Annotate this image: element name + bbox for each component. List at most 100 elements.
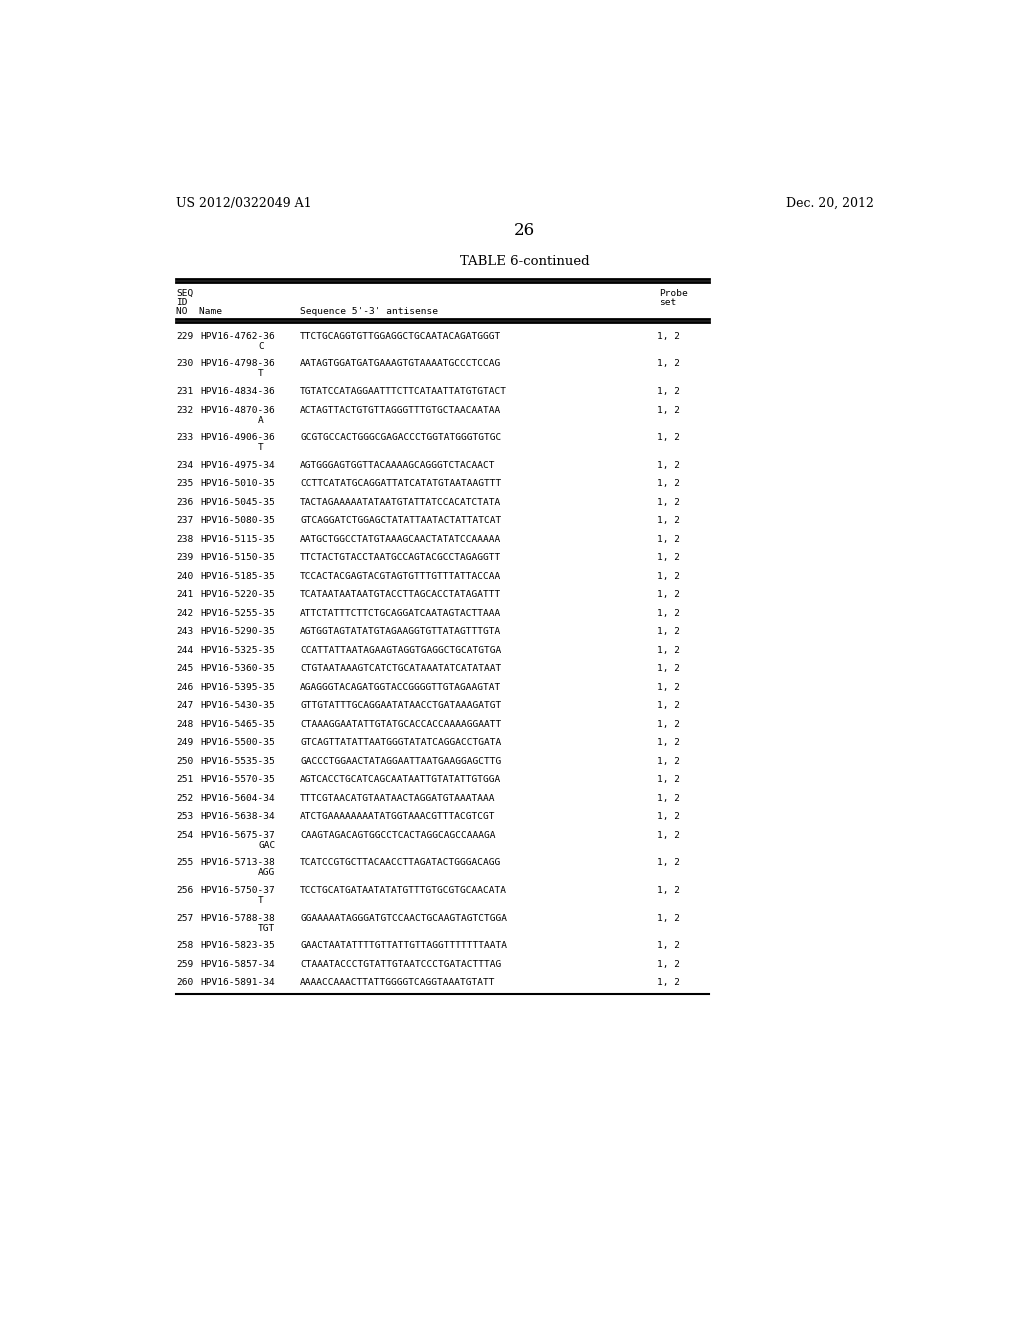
Text: HPV16-5604-34: HPV16-5604-34 <box>200 793 274 803</box>
Text: 1, 2: 1, 2 <box>656 858 680 867</box>
Text: TGT: TGT <box>258 924 275 933</box>
Text: HPV16-5360-35: HPV16-5360-35 <box>200 664 274 673</box>
Text: 1, 2: 1, 2 <box>656 461 680 470</box>
Text: 1, 2: 1, 2 <box>656 682 680 692</box>
Text: A: A <box>258 416 264 425</box>
Text: GTTGTATTTGCAGGAATATAACCTGATAAAGATGT: GTTGTATTTGCAGGAATATAACCTGATAAAGATGT <box>300 701 502 710</box>
Text: AGTCACCTGCATCAGCAATAATTGTATATTGTGGA: AGTCACCTGCATCAGCAATAATTGTATATTGTGGA <box>300 775 502 784</box>
Text: 1, 2: 1, 2 <box>656 719 680 729</box>
Text: CTAAATACCCTGTATTGTAATCCCTGATACTTTAG: CTAAATACCCTGTATTGTAATCCCTGATACTTTAG <box>300 960 502 969</box>
Text: 1, 2: 1, 2 <box>656 609 680 618</box>
Text: GCGTGCCACTGGGCGAGACCCTGGTATGGGTGTGC: GCGTGCCACTGGGCGAGACCCTGGTATGGGTGTGC <box>300 433 502 442</box>
Text: ID: ID <box>176 298 187 306</box>
Text: 1, 2: 1, 2 <box>656 498 680 507</box>
Text: SEQ: SEQ <box>176 289 194 297</box>
Text: ACTAGTTACTGTGTTAGGGTTTGTGCTAACAATAA: ACTAGTTACTGTGTTAGGGTTTGTGCTAACAATAA <box>300 405 502 414</box>
Text: HPV16-5010-35: HPV16-5010-35 <box>200 479 274 488</box>
Text: 236: 236 <box>176 498 194 507</box>
Text: 241: 241 <box>176 590 194 599</box>
Text: GTCAGGATCTGGAGCTATATTAATACTATTATCAT: GTCAGGATCTGGAGCTATATTAATACTATTATCAT <box>300 516 502 525</box>
Text: ATCTGAAAAAAAATATGGTAAACGTTTACGTCGT: ATCTGAAAAAAAATATGGTAAACGTTTACGTCGT <box>300 812 496 821</box>
Text: HPV16-5570-35: HPV16-5570-35 <box>200 775 274 784</box>
Text: Dec. 20, 2012: Dec. 20, 2012 <box>785 197 873 210</box>
Text: HPV16-4798-36: HPV16-4798-36 <box>200 359 274 368</box>
Text: HPV16-5788-38: HPV16-5788-38 <box>200 913 274 923</box>
Text: GAACTAATATTTTGTTATTGTTAGGTTTTTTTAATA: GAACTAATATTTTGTTATTGTTAGGTTTTTTTAATA <box>300 941 507 950</box>
Text: 243: 243 <box>176 627 194 636</box>
Text: 1, 2: 1, 2 <box>656 553 680 562</box>
Text: HPV16-4834-36: HPV16-4834-36 <box>200 387 274 396</box>
Text: HPV16-5638-34: HPV16-5638-34 <box>200 812 274 821</box>
Text: HPV16-5115-35: HPV16-5115-35 <box>200 535 274 544</box>
Text: 247: 247 <box>176 701 194 710</box>
Text: T: T <box>258 444 264 453</box>
Text: 1, 2: 1, 2 <box>656 701 680 710</box>
Text: TTTCGTAACATGTAATAACTAGGATGTAAATAAA: TTTCGTAACATGTAATAACTAGGATGTAAATAAA <box>300 793 496 803</box>
Text: HPV16-5255-35: HPV16-5255-35 <box>200 609 274 618</box>
Text: GACCCTGGAACTATAGGAATTAATGAAGGAGCTTG: GACCCTGGAACTATAGGAATTAATGAAGGAGCTTG <box>300 756 502 766</box>
Text: Sequence 5'-3' antisense: Sequence 5'-3' antisense <box>300 308 438 315</box>
Text: ATTCTATTTCTTCTGCAGGATCAATAGTACTTAAA: ATTCTATTTCTTCTGCAGGATCAATAGTACTTAAA <box>300 609 502 618</box>
Text: T: T <box>258 370 264 379</box>
Text: GTCAGTTATATTAATGGGTATATCAGGACCTGATA: GTCAGTTATATTAATGGGTATATCAGGACCTGATA <box>300 738 502 747</box>
Text: HPV16-4762-36: HPV16-4762-36 <box>200 331 274 341</box>
Text: 1, 2: 1, 2 <box>656 960 680 969</box>
Text: 1, 2: 1, 2 <box>656 590 680 599</box>
Text: HPV16-5395-35: HPV16-5395-35 <box>200 682 274 692</box>
Text: TCCTGCATGATAATATATGTTTGTGCGTGCAACATA: TCCTGCATGATAATATATGTTTGTGCGTGCAACATA <box>300 886 507 895</box>
Text: NO  Name: NO Name <box>176 308 222 315</box>
Text: 232: 232 <box>176 405 194 414</box>
Text: 248: 248 <box>176 719 194 729</box>
Text: GGAAAAATAGGGATGTCCAACTGCAAGTAGTCTGGA: GGAAAAATAGGGATGTCCAACTGCAAGTAGTCTGGA <box>300 913 507 923</box>
Text: 1, 2: 1, 2 <box>656 331 680 341</box>
Text: 259: 259 <box>176 960 194 969</box>
Text: GAC: GAC <box>258 841 275 850</box>
Text: 258: 258 <box>176 941 194 950</box>
Text: TCCACTACGAGTACGTAGTGTTTGTTTATTACCAA: TCCACTACGAGTACGTAGTGTTTGTTTATTACCAA <box>300 572 502 581</box>
Text: US 2012/0322049 A1: US 2012/0322049 A1 <box>176 197 311 210</box>
Text: 253: 253 <box>176 812 194 821</box>
Text: HPV16-5823-35: HPV16-5823-35 <box>200 941 274 950</box>
Text: 230: 230 <box>176 359 194 368</box>
Text: 238: 238 <box>176 535 194 544</box>
Text: 235: 235 <box>176 479 194 488</box>
Text: CTGTAATAAAGTCATCTGCATAAATATCATATAAT: CTGTAATAAAGTCATCTGCATAAATATCATATAAT <box>300 664 502 673</box>
Text: 1, 2: 1, 2 <box>656 645 680 655</box>
Text: 256: 256 <box>176 886 194 895</box>
Text: 250: 250 <box>176 756 194 766</box>
Text: 249: 249 <box>176 738 194 747</box>
Text: HPV16-5500-35: HPV16-5500-35 <box>200 738 274 747</box>
Text: set: set <box>658 298 676 306</box>
Text: HPV16-5220-35: HPV16-5220-35 <box>200 590 274 599</box>
Text: HPV16-5891-34: HPV16-5891-34 <box>200 978 274 987</box>
Text: AGG: AGG <box>258 869 275 878</box>
Text: C: C <box>258 342 264 351</box>
Text: HPV16-5857-34: HPV16-5857-34 <box>200 960 274 969</box>
Text: HPV16-4975-34: HPV16-4975-34 <box>200 461 274 470</box>
Text: 252: 252 <box>176 793 194 803</box>
Text: 1, 2: 1, 2 <box>656 830 680 840</box>
Text: 242: 242 <box>176 609 194 618</box>
Text: 1, 2: 1, 2 <box>656 359 680 368</box>
Text: 1, 2: 1, 2 <box>656 572 680 581</box>
Text: 1, 2: 1, 2 <box>656 978 680 987</box>
Text: 1, 2: 1, 2 <box>656 664 680 673</box>
Text: 1, 2: 1, 2 <box>656 535 680 544</box>
Text: AGTGGTAGTATATGTAGAAGGTGTTATAGTTTGTA: AGTGGTAGTATATGTAGAAGGTGTTATAGTTTGTA <box>300 627 502 636</box>
Text: 1, 2: 1, 2 <box>656 387 680 396</box>
Text: 239: 239 <box>176 553 194 562</box>
Text: TTCTGCAGGTGTTGGAGGCTGCAATACAGATGGGT: TTCTGCAGGTGTTGGAGGCTGCAATACAGATGGGT <box>300 331 502 341</box>
Text: TCATAATAATAATGTACCTTAGCACCTATAGATTT: TCATAATAATAATGTACCTTAGCACCTATAGATTT <box>300 590 502 599</box>
Text: 1, 2: 1, 2 <box>656 516 680 525</box>
Text: 255: 255 <box>176 858 194 867</box>
Text: 26: 26 <box>514 222 536 239</box>
Text: HPV16-5290-35: HPV16-5290-35 <box>200 627 274 636</box>
Text: HPV16-4870-36: HPV16-4870-36 <box>200 405 274 414</box>
Text: 1, 2: 1, 2 <box>656 405 680 414</box>
Text: 254: 254 <box>176 830 194 840</box>
Text: 231: 231 <box>176 387 194 396</box>
Text: 1, 2: 1, 2 <box>656 886 680 895</box>
Text: CTAAAGGAATATTGTATGCACCACCAAAAGGAATT: CTAAAGGAATATTGTATGCACCACCAAAAGGAATT <box>300 719 502 729</box>
Text: AATAGTGGATGATGAAAGTGTAAAATGCCCTCCAG: AATAGTGGATGATGAAAGTGTAAAATGCCCTCCAG <box>300 359 502 368</box>
Text: 1, 2: 1, 2 <box>656 738 680 747</box>
